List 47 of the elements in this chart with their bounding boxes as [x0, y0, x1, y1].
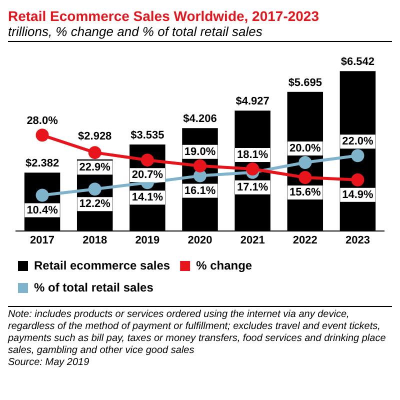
data-label: 20.0% — [290, 142, 321, 155]
point — [351, 149, 364, 162]
legend-label: % change — [196, 258, 252, 272]
data-label: $3.535 — [130, 130, 164, 142]
data-label: $4.206 — [183, 113, 217, 126]
data-label: 17.1% — [236, 181, 268, 194]
point — [88, 182, 102, 196]
data-label: 16.1% — [184, 184, 216, 197]
data-label: 10.4% — [26, 204, 58, 216]
legend-label: % of total retail sales — [34, 280, 154, 294]
data-label: $4.927 — [236, 96, 270, 108]
data-label: 22.9% — [79, 162, 111, 174]
data-label: 28.0% — [26, 115, 58, 128]
point — [246, 162, 260, 176]
x-tick-label: 2018 — [82, 234, 108, 246]
data-label: 19.0% — [184, 146, 216, 158]
legend-label: Retail ecommerce sales — [34, 258, 170, 272]
data-label: $6.542 — [340, 56, 375, 68]
data-label: 15.6% — [290, 186, 321, 199]
point — [194, 159, 206, 172]
source-note: Source: May 2019 — [8, 357, 90, 369]
x-tick-label: 2021 — [240, 234, 265, 246]
x-tick-label: 2023 — [345, 234, 370, 246]
data-label: 18.1% — [236, 149, 268, 161]
x-tick-label: 2017 — [30, 234, 55, 246]
point — [298, 156, 312, 169]
data-label: 14.1% — [132, 192, 164, 204]
point — [36, 188, 49, 202]
point — [36, 128, 49, 142]
x-tick-label: 2022 — [292, 234, 318, 246]
data-label: 14.9% — [342, 188, 374, 201]
point — [194, 169, 206, 182]
point — [298, 171, 312, 184]
point — [88, 146, 102, 160]
data-label: 22.0% — [342, 136, 374, 148]
text: Note: includes products or services ordered using the internet via any device, regardless of the method of payment or fulfillment; excludes travel and event tickets, payments such as bill pay, taxes or money transfers, food services and drinking place sales, gambling and other vice good sales — [8, 309, 387, 357]
data-label: $2.382 — [25, 158, 60, 170]
data-label: $5.695 — [288, 76, 322, 89]
data-label: $2.928 — [78, 130, 112, 143]
point — [351, 173, 364, 186]
x-tick-label: 2019 — [135, 234, 160, 246]
data-label: 20.7% — [132, 169, 164, 182]
x-tick-label: 2020 — [188, 234, 212, 246]
point — [140, 154, 154, 167]
chart-subtitle: trillions, % change and % of total retail sales — [8, 24, 392, 42]
chart-title: Retail Ecommerce Sales Worldwide, 2017-2023 — [8, 8, 320, 24]
data-label: 12.2% — [79, 198, 111, 210]
